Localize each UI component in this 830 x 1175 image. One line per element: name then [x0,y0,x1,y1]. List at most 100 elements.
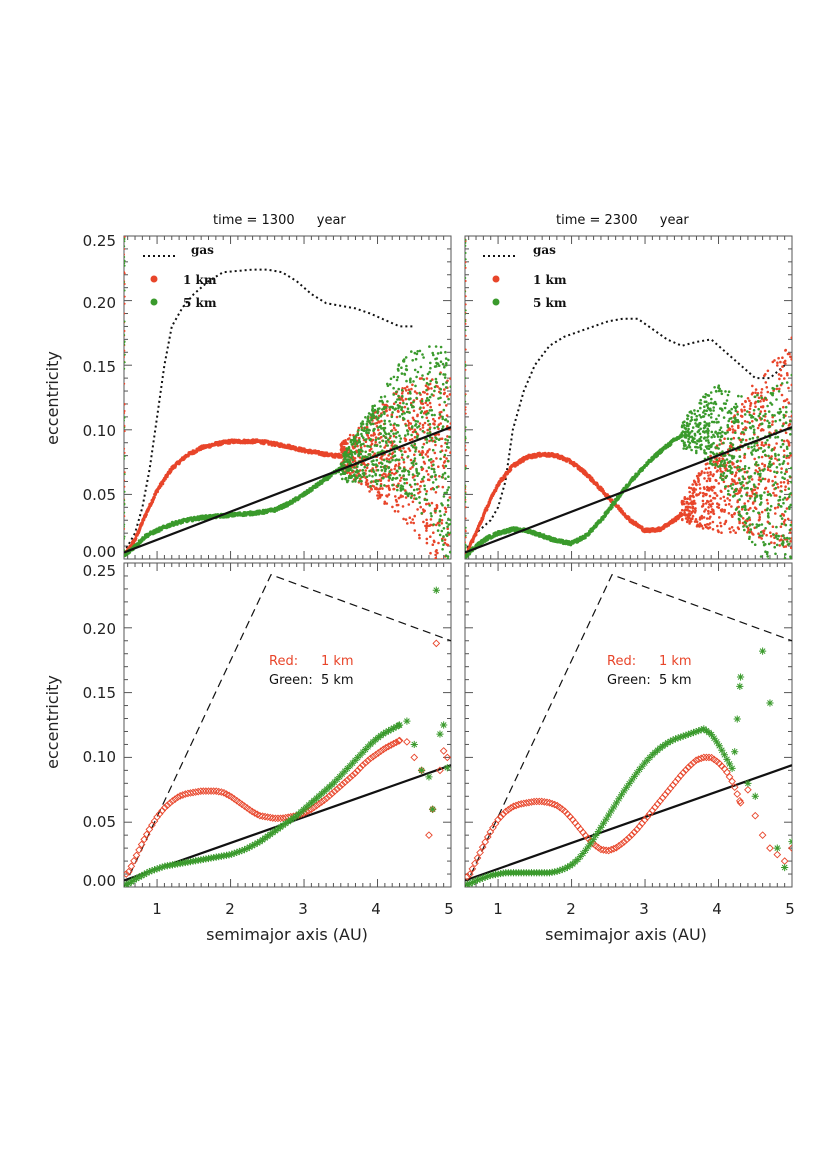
data-point [432,460,435,463]
data-point [750,495,753,498]
data-point [124,240,126,243]
data-point [375,444,379,448]
data-point [402,461,406,464]
data-point [754,463,757,466]
data-point [696,439,699,443]
data-point [124,511,126,514]
data-point [425,518,428,522]
data-point [426,432,429,435]
data-point [414,450,417,453]
data-point [373,408,377,412]
x-tick-label: 3 [298,900,308,918]
data-point [707,402,710,405]
data-point [712,485,715,489]
data-point [433,440,437,444]
data-point [436,362,440,366]
data-point [351,451,354,454]
data-point [763,465,766,468]
data-point [433,389,436,393]
data-point [449,522,451,526]
data-point [429,405,433,409]
data-point [379,432,383,436]
data-point [393,472,396,476]
data-point [777,356,780,360]
data-point [357,428,360,432]
data-point [393,422,396,426]
data-point [747,445,750,449]
data-point [768,492,771,496]
data-point [709,515,712,519]
data-point [746,499,750,503]
data-point [425,416,429,420]
data-point [402,458,405,461]
data-point [433,385,437,389]
data-point [741,517,745,520]
data-point [411,383,414,387]
data-point [410,492,414,496]
data-point [695,442,699,445]
data-point [359,425,363,428]
data-point [432,523,436,526]
data-point [701,491,705,495]
data-point [401,488,404,491]
data-point [405,379,408,383]
data-point [781,543,785,547]
data-point [425,529,428,532]
data-point [746,420,749,424]
data-point [698,432,702,436]
data-point [748,480,751,483]
data-point [443,365,446,369]
data-point [380,469,384,472]
data-point [418,501,422,505]
data-point [765,498,769,502]
data-point [714,446,717,449]
data-point [392,426,396,430]
data-point [124,236,126,238]
data-point [368,490,371,493]
data-point [428,422,432,426]
data-point [348,455,351,459]
data-point [388,419,391,423]
data-point [400,397,403,400]
data-point [392,375,396,379]
data-point [430,438,433,442]
data-point [789,433,792,436]
data-point [361,420,365,423]
data-point [447,358,450,362]
data-point [434,473,437,477]
data-point [720,459,724,463]
data-point [351,458,355,462]
data-point [425,413,428,416]
data-point [688,522,691,525]
data-point [762,428,765,432]
data-point [412,418,416,422]
data-point [752,428,756,432]
data-point [761,462,764,466]
data-point [412,400,415,404]
data-point [124,262,126,265]
data-point [383,431,387,434]
data-point [743,470,747,474]
data-point [762,529,766,532]
data-point [706,427,709,431]
data-point [395,390,398,394]
data-point [397,410,400,413]
data-point [776,486,780,489]
data-point [775,525,778,529]
data-point [425,490,429,493]
data-point [709,503,712,507]
data-point [372,416,376,420]
data-point [682,444,686,447]
series-1-km-points [124,236,451,559]
data-point [756,463,760,467]
data-point [719,426,723,430]
data-point [124,403,126,405]
data-point [432,353,435,357]
data-point [360,475,364,479]
data-point [358,479,361,483]
data-point [345,471,349,475]
data-point [379,395,383,399]
data-point [439,450,442,454]
data-point [788,505,791,509]
data-point [438,411,442,414]
